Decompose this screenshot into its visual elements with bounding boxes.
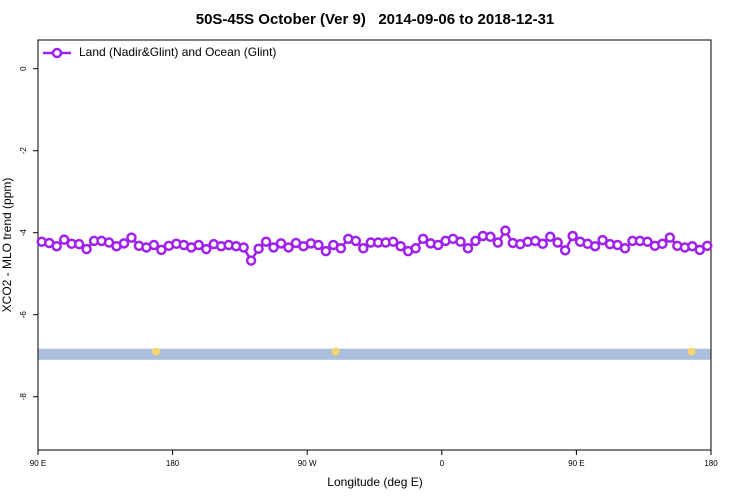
data-point <box>597 234 608 246</box>
data-point <box>253 243 264 254</box>
data-point <box>193 239 205 251</box>
data-point <box>657 238 668 250</box>
data-point <box>470 235 481 247</box>
x-tick-label: 180 <box>166 459 180 468</box>
data-point <box>238 242 249 253</box>
data-point <box>417 233 429 245</box>
data-point <box>118 238 130 249</box>
data-point <box>81 243 92 255</box>
data-point <box>58 234 70 245</box>
x-tick-label: 90 E <box>568 459 584 468</box>
land-marker <box>331 347 340 356</box>
data-point <box>410 243 421 254</box>
legend-marker <box>51 47 63 59</box>
data-point <box>275 238 287 249</box>
data-point <box>619 243 631 254</box>
data-point <box>320 245 332 257</box>
data-point <box>462 243 474 254</box>
data-point <box>268 242 279 253</box>
y-tick-label: 0 <box>19 66 28 71</box>
x-tick-label: 90 W <box>298 459 317 468</box>
data-point <box>358 243 369 254</box>
data-point <box>664 232 676 243</box>
x-tick-label: 180 <box>704 459 718 468</box>
data-point <box>201 243 212 255</box>
data-point <box>642 236 653 247</box>
data-point <box>395 240 406 252</box>
data-point <box>455 236 466 247</box>
data-point <box>432 239 444 251</box>
data-point <box>283 242 294 253</box>
data-point <box>589 240 601 252</box>
data-point <box>537 238 548 250</box>
x-tick-label: 90 E <box>30 459 46 468</box>
data-point <box>73 238 85 250</box>
y-tick-label: -4 <box>19 229 28 237</box>
data-point <box>492 237 504 248</box>
x-tick-label: 0 <box>440 459 445 468</box>
y-tick-label: -2 <box>19 147 28 155</box>
data-point <box>335 243 347 254</box>
x-axis-label: Longitude (deg E) <box>327 475 422 489</box>
data-point <box>559 245 571 256</box>
data-point <box>313 239 324 251</box>
data-point <box>245 255 257 266</box>
ocean-band <box>38 348 711 360</box>
data-point <box>485 231 496 243</box>
y-tick-label: -6 <box>19 311 28 319</box>
data-point <box>544 231 556 243</box>
data-point <box>260 236 272 247</box>
data-point <box>694 244 706 256</box>
data-point <box>552 237 563 248</box>
land-marker <box>687 347 696 356</box>
data-point <box>350 235 362 247</box>
data-point <box>500 225 511 236</box>
data-point <box>51 240 62 252</box>
data-point <box>148 239 160 251</box>
data-point <box>387 236 399 247</box>
data-point <box>567 230 578 242</box>
y-tick-label: -8 <box>19 393 28 401</box>
data-point <box>156 244 167 256</box>
legend-label: Land (Nadir&Glint) and Ocean (Glint) <box>79 45 276 59</box>
y-axis-label: XCO2 - MLO trend (ppm) <box>0 178 14 313</box>
data-point <box>126 232 137 243</box>
land-marker <box>152 347 161 356</box>
chart-title: 50S-45S October (Ver 9) 2014-09-06 to 20… <box>196 11 555 28</box>
data-point <box>702 240 713 252</box>
